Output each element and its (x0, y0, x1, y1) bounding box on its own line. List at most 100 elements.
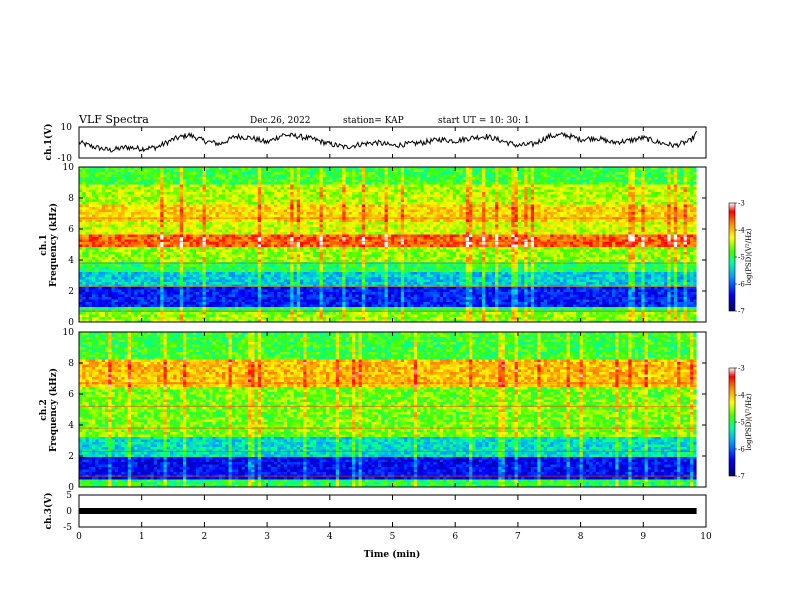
spectrogram-cell (138, 172, 142, 175)
spectrogram-cell (115, 205, 119, 208)
spectrogram-cell (141, 202, 145, 205)
spectrogram-cell (125, 172, 129, 175)
spectrogram-cell (102, 197, 106, 200)
spectrogram-cell (118, 250, 122, 253)
spectrogram-cell (131, 227, 135, 230)
spectrogram-cell (141, 200, 145, 203)
spectrogram-cell (99, 232, 103, 235)
spectrogram-cell (131, 195, 135, 198)
spectrogram-cell (95, 280, 99, 283)
spectrogram-cell (112, 170, 116, 173)
spectrogram-cell (95, 182, 99, 185)
spectrogram-cell (115, 200, 119, 203)
spectrogram-cell (99, 247, 103, 250)
spectrogram-cell (134, 187, 138, 190)
spectrogram-cell (82, 272, 86, 275)
spectrogram-cell (82, 172, 86, 175)
spectrogram-cell (125, 220, 129, 223)
spectrogram-cell (131, 292, 135, 295)
spectrogram-cell (102, 235, 106, 238)
spectrogram-cell (82, 220, 86, 223)
spectrogram-cell (95, 170, 99, 173)
spectrogram-cell (134, 202, 138, 205)
spectrogram-cell (108, 257, 112, 260)
spectrogram-cell (95, 250, 99, 253)
spectrogram-cell (121, 202, 125, 205)
spectrogram-cell (154, 182, 158, 185)
spectrogram-cell (82, 175, 86, 178)
spectrogram-cell (92, 200, 96, 203)
spectrogram-cell (144, 280, 148, 283)
spectrogram-cell (151, 235, 155, 238)
spectrogram-cell (112, 255, 116, 258)
spectrogram-cell (102, 202, 106, 205)
spectrogram-cell (167, 272, 171, 275)
spectrogram-cell (92, 305, 96, 308)
spectrogram-cell (112, 207, 116, 210)
spectrogram-cell (86, 257, 90, 260)
spectrogram-cell (151, 220, 155, 223)
spectrogram-cell (108, 297, 112, 300)
spectrogram-cell (95, 282, 99, 285)
spectrogram-cell (167, 225, 171, 228)
spectrogram-cell (121, 267, 125, 270)
spectrogram-cell (154, 175, 158, 178)
spectrogram-cell (144, 170, 148, 173)
spectrogram-cell (99, 237, 103, 240)
spectrogram-cell (131, 235, 135, 238)
spectrogram-cell (147, 235, 151, 238)
spectrogram-cell (167, 297, 171, 300)
spectrogram-cell (157, 237, 161, 240)
spectrogram-cell (115, 292, 119, 295)
spectrogram-cell (157, 220, 161, 223)
spectrogram-cell (147, 190, 151, 193)
spectrogram-cell (118, 242, 122, 245)
spectrogram-cell (125, 170, 129, 173)
spectrogram-cell (147, 280, 151, 283)
spectrogram-cell (92, 177, 96, 180)
spectrogram-cell (105, 197, 109, 200)
spectrogram-cell (138, 190, 142, 193)
spectrogram-cell (134, 295, 138, 298)
spectrogram-cell (92, 312, 96, 315)
spectrogram-cell (125, 297, 129, 300)
spectrogram-cell (160, 247, 164, 250)
spectrogram-cell (82, 312, 86, 315)
spectrogram-cell (147, 265, 151, 268)
spectrogram-cell (121, 180, 125, 183)
spectrogram-cell (141, 192, 145, 195)
spectrogram-cell (151, 315, 155, 318)
spectrogram-cell (112, 305, 116, 308)
spectrogram-cell (157, 232, 161, 235)
spectrogram-cell (154, 212, 158, 215)
spectrogram-cell (154, 197, 158, 200)
spectrogram-cell (125, 180, 129, 183)
spectrogram-cell (112, 192, 116, 195)
spectrogram-cell (151, 267, 155, 270)
spectrogram-cell (79, 200, 83, 203)
spectrogram-cell (86, 312, 90, 315)
spectrogram-cell (102, 237, 106, 240)
spectrogram-cell (131, 315, 135, 318)
spectrogram-cell (138, 290, 142, 293)
spectrogram-cell (147, 307, 151, 310)
spectrogram-cell (164, 260, 168, 263)
spectrogram-cell (131, 277, 135, 280)
spectrogram-cell (86, 225, 90, 228)
spectrogram-cell (92, 247, 96, 250)
spectrogram-cell (112, 247, 116, 250)
spectrogram-cell (89, 257, 93, 260)
spectrogram-cell (134, 267, 138, 270)
spectrogram-cell (134, 207, 138, 210)
spectrogram-cell (99, 182, 103, 185)
spectrogram-cell (108, 237, 112, 240)
spectrogram-cell (105, 255, 109, 258)
spectrogram-cell (115, 182, 119, 185)
spectrogram-cell (108, 192, 112, 195)
spectrogram-cell (105, 257, 109, 260)
spectrogram-cell (125, 247, 129, 250)
spectrogram-cell (128, 227, 132, 230)
spectrogram-cell (134, 315, 138, 318)
spectrogram-cell (82, 305, 86, 308)
spectrogram-cell (144, 250, 148, 253)
